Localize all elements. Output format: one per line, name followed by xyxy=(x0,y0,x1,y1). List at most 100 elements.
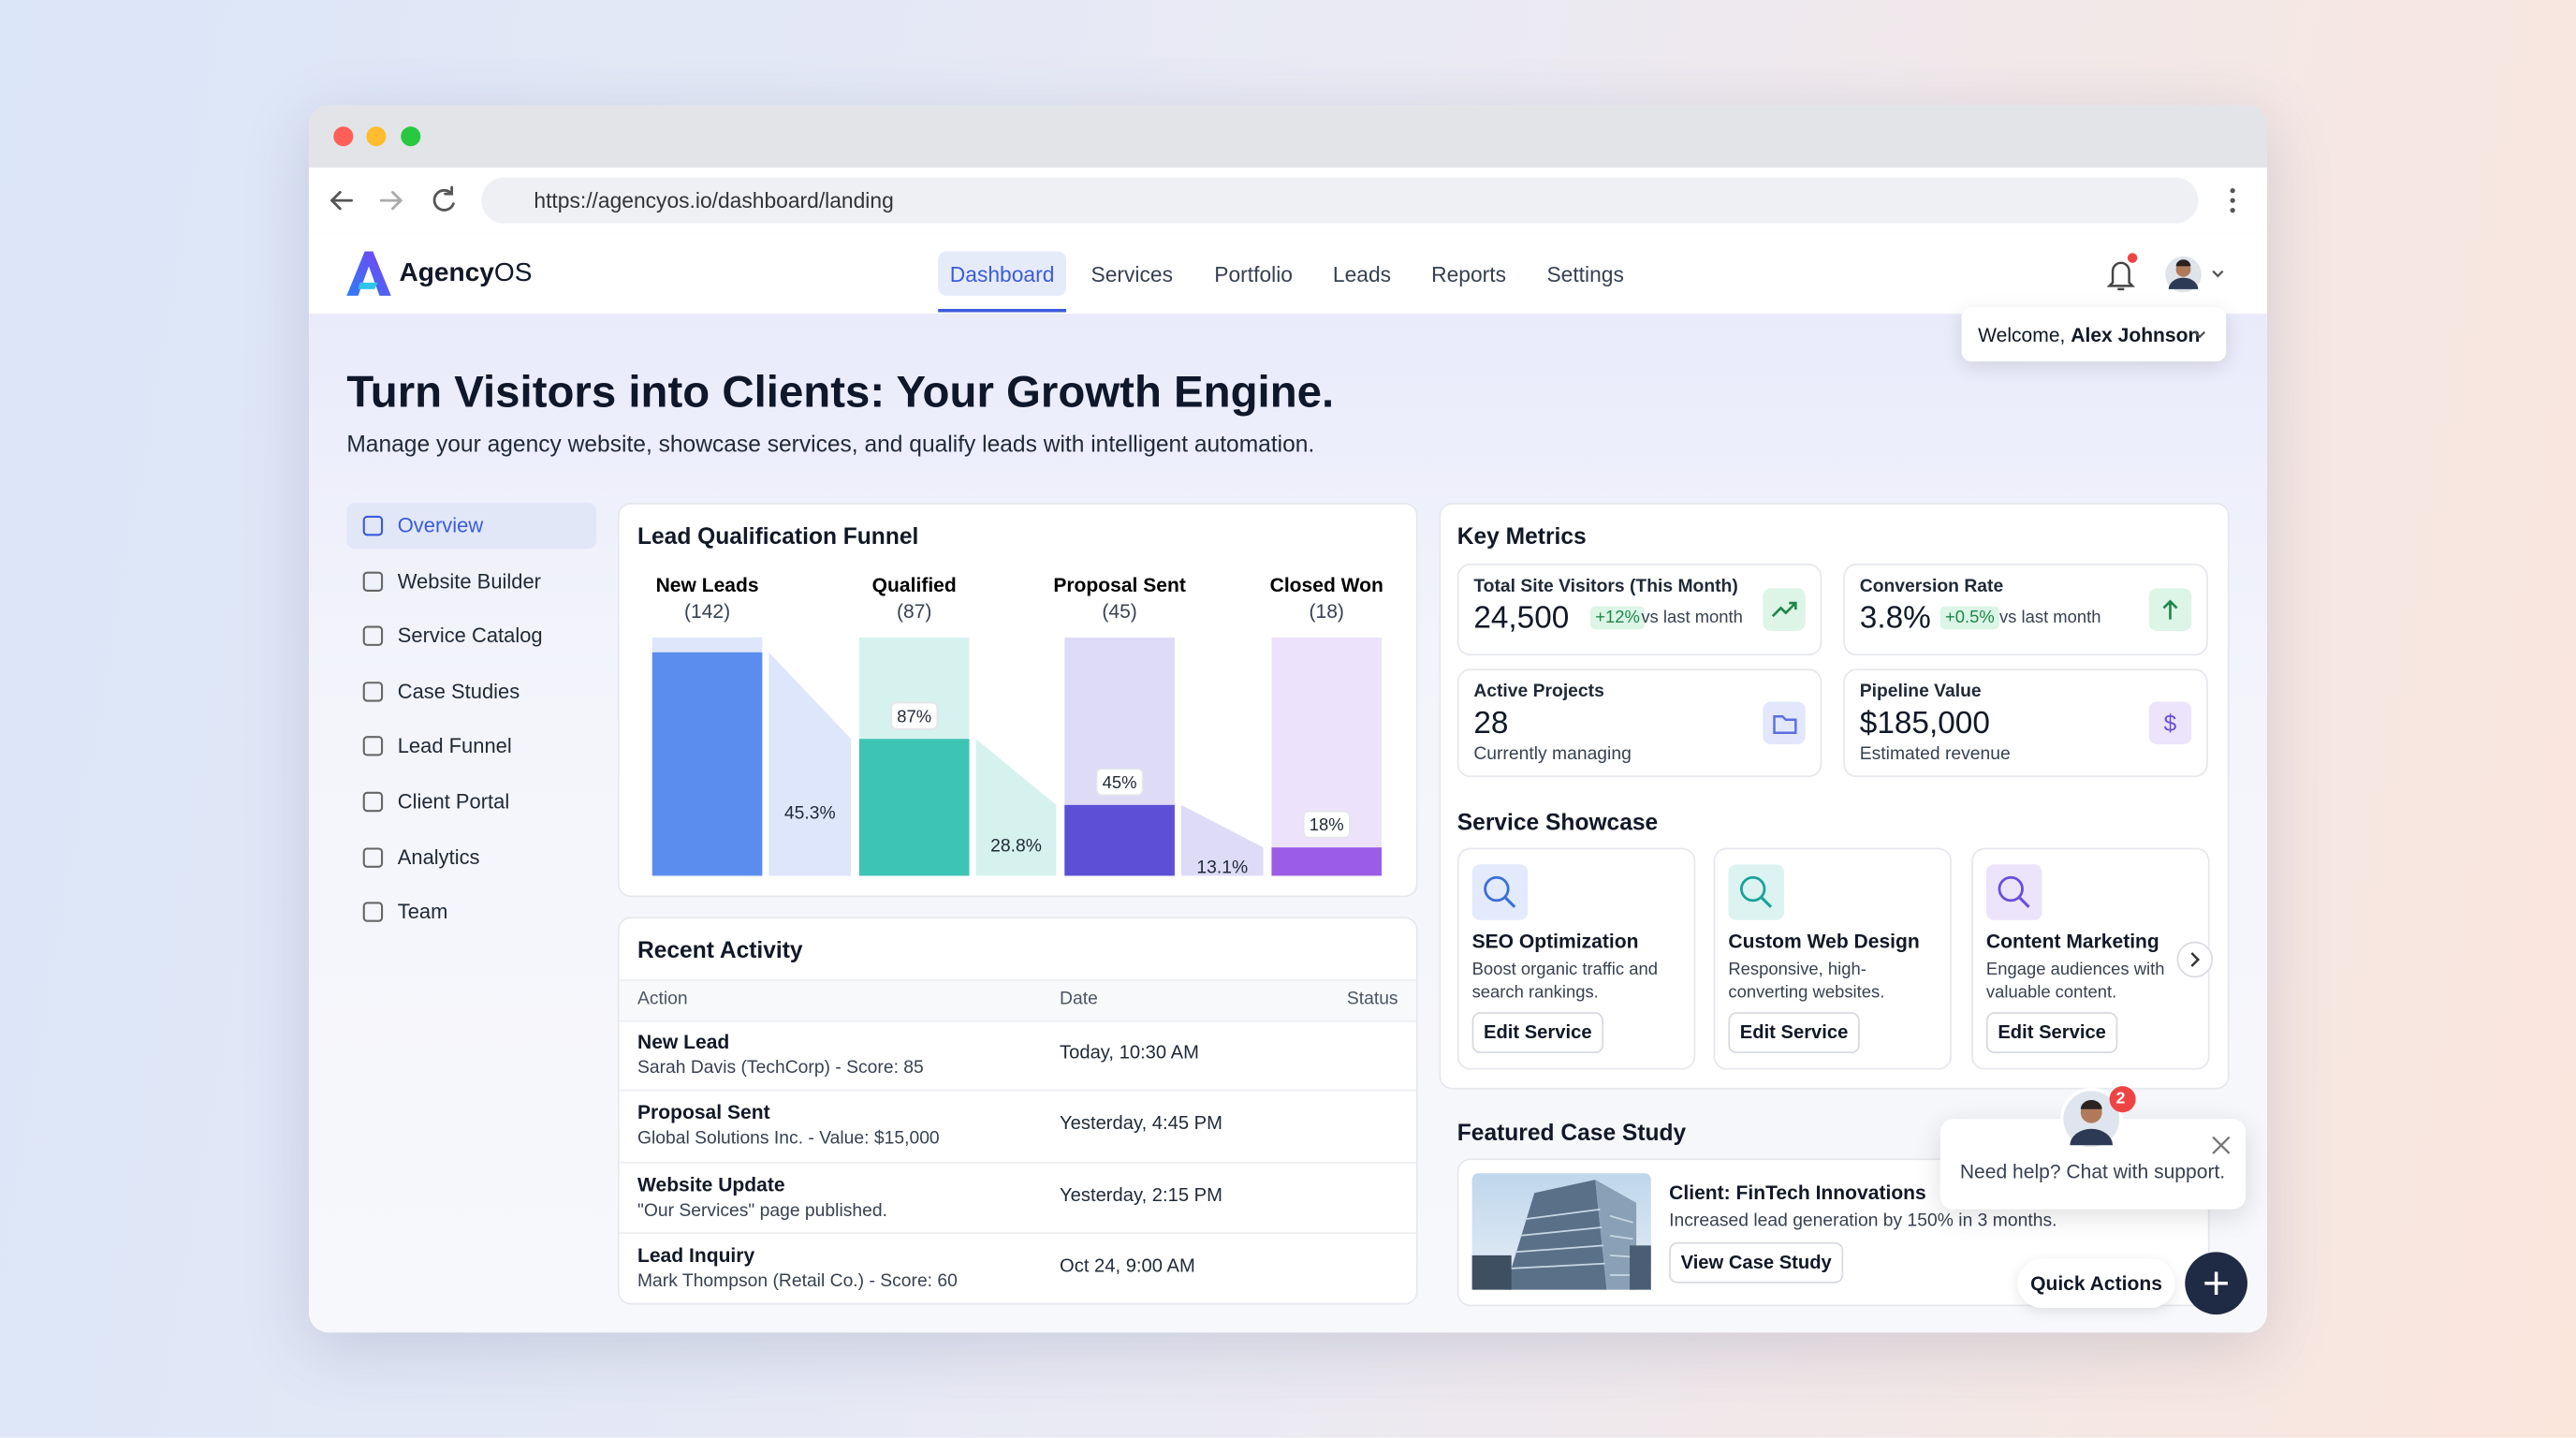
metric-icon xyxy=(1763,588,1806,631)
funnel-rate-label: 45% xyxy=(1103,772,1137,792)
sidebar-item[interactable]: Service Catalog xyxy=(397,624,543,648)
funnel-stage-count: (142) xyxy=(684,601,730,623)
menu-button[interactable] xyxy=(2230,187,2235,213)
metric-card xyxy=(1456,668,1822,778)
service-desc: Responsive, high-converting websites. xyxy=(1728,959,1885,1003)
welcome-text: Welcome, Alex Johnson xyxy=(1978,324,2200,347)
sidebar-item[interactable]: Case Studies xyxy=(397,680,520,703)
funnel-rate-badge xyxy=(1095,768,1144,797)
metric-card xyxy=(1843,563,2208,656)
funnel-title: Lead Qualification Funnel xyxy=(637,522,919,550)
notification-dot xyxy=(2127,253,2138,263)
sidebar-item[interactable]: Analytics xyxy=(397,845,480,869)
funnel-stage-name: New Leads xyxy=(656,575,759,596)
service-icon xyxy=(1728,864,1785,920)
notification-bell[interactable] xyxy=(2106,261,2136,291)
activity-action: New Lead xyxy=(637,1030,730,1054)
activity-date: Yesterday, 4:45 PM xyxy=(1060,1114,1222,1135)
hero-title: Turn Visitors into Clients: Your Growth … xyxy=(346,367,1335,417)
activity-detail: Mark Thompson (Retail Co.) - Score: 60 xyxy=(637,1271,958,1292)
services-title: Service Showcase xyxy=(1456,808,1659,835)
back-button[interactable] xyxy=(329,190,353,211)
metric-label: Total Site Visitors (This Month) xyxy=(1473,577,1738,597)
user-menu-chevron[interactable] xyxy=(2212,270,2224,278)
activity-date: Today, 10:30 AM xyxy=(1060,1043,1199,1064)
brand-name: Agency xyxy=(399,259,494,288)
close-dot[interactable] xyxy=(333,126,354,147)
sidebar-icon xyxy=(362,902,384,923)
nav-item[interactable]: Settings xyxy=(1546,261,1624,287)
activity-header-row xyxy=(619,979,1416,1022)
case-study-title: Featured Case Study xyxy=(1456,1119,1687,1146)
reload-button[interactable] xyxy=(432,185,455,212)
metric-card xyxy=(1843,668,2208,778)
sidebar-item[interactable]: Client Portal xyxy=(397,790,510,814)
svg-text:$: $ xyxy=(2164,712,2177,737)
service-button[interactable]: Edit Service xyxy=(1985,1012,2118,1054)
funnel-bar xyxy=(651,652,763,876)
sidebar-item[interactable]: Team xyxy=(397,901,448,924)
column-header: Date xyxy=(1060,989,1098,1009)
sidebar-item[interactable]: Lead Funnel xyxy=(397,735,512,758)
funnel-rate-badge xyxy=(1302,810,1351,839)
nav-item[interactable]: Portfolio xyxy=(1214,261,1294,287)
toolbar-icons xyxy=(329,185,2235,213)
metric-value: 28 xyxy=(1473,706,1509,741)
funnel-bar xyxy=(1064,804,1175,876)
chat-text: Need help? Chat with support. xyxy=(1959,1160,2226,1183)
welcome-dropdown[interactable] xyxy=(1961,307,2227,362)
funnel-stage-count: (87) xyxy=(897,601,931,623)
metric-note: Estimated revenue xyxy=(1859,744,2011,765)
url-text[interactable]: https://agencyos.io/dashboard/landing xyxy=(534,187,894,213)
services-next[interactable] xyxy=(2175,940,2215,979)
quick-actions-button[interactable] xyxy=(2184,1251,2249,1316)
metrics-title: Key Metrics xyxy=(1456,522,1587,550)
welcome-label: Welcome, xyxy=(1978,323,2066,347)
brand[interactable]: AgencyOS xyxy=(399,259,532,289)
maximize-dot[interactable] xyxy=(401,126,421,147)
activity-date: Oct 24, 9:00 AM xyxy=(1060,1256,1195,1278)
case-study-client: Client: FinTech Innovations xyxy=(1669,1181,1926,1205)
nav-underline xyxy=(938,308,1067,313)
metric-value: $185,000 xyxy=(1859,706,1990,741)
funnel-bar xyxy=(1271,847,1383,876)
nav-item[interactable]: Leads xyxy=(1332,261,1392,287)
service-button[interactable]: Edit Service xyxy=(1728,1012,1860,1054)
funnel-stage-count: (45) xyxy=(1102,601,1136,623)
activity-action: Proposal Sent xyxy=(637,1101,770,1125)
nav-item[interactable]: Reports xyxy=(1431,261,1507,287)
funnel-connector xyxy=(1180,804,1264,876)
hero-subtitle: Manage your agency website, showcase ser… xyxy=(346,430,1315,457)
nav-item[interactable]: Dashboard xyxy=(949,261,1055,287)
case-study-desc: Increased lead generation by 150% in 3 m… xyxy=(1669,1211,2057,1231)
chat-close[interactable] xyxy=(2211,1136,2231,1155)
funnel-stage-count: (18) xyxy=(1310,601,1344,623)
metric-change: +12% xyxy=(1589,606,1646,630)
minimize-dot[interactable] xyxy=(366,126,387,147)
logo[interactable] xyxy=(345,250,395,300)
nav-item[interactable]: Services xyxy=(1090,261,1174,287)
sidebar-item[interactable]: Overview xyxy=(397,514,484,537)
row-divider xyxy=(619,1161,1416,1164)
activity-detail: "Our Services" page published. xyxy=(637,1200,887,1221)
metric-change: +0.5% xyxy=(1939,606,2000,630)
funnel-bar xyxy=(858,739,970,876)
activity-title: Recent Activity xyxy=(637,936,803,963)
brand-suffix: OS xyxy=(493,259,533,288)
activity-detail: Global Solutions Inc. - Value: $15,000 xyxy=(637,1129,940,1150)
funnel-connector xyxy=(975,739,1057,876)
sidebar-icon xyxy=(362,515,384,536)
funnel-rate-badge xyxy=(890,701,939,730)
user-name: Alex Johnson xyxy=(2071,323,2201,347)
quick-actions-label[interactable]: Quick Actions xyxy=(2017,1258,2175,1309)
service-icon xyxy=(1471,864,1529,920)
url-bar[interactable] xyxy=(481,177,2199,224)
activity-action: Lead Inquiry xyxy=(637,1243,755,1268)
service-button[interactable]: Edit Service xyxy=(1471,1012,1603,1054)
title-bar xyxy=(308,105,2268,169)
welcome-chevron xyxy=(2194,330,2206,339)
forward-button[interactable] xyxy=(379,190,403,211)
chat-badge: 2 xyxy=(2115,1090,2126,1108)
case-study-button[interactable]: View Case Study xyxy=(1669,1241,1844,1284)
sidebar-item[interactable]: Website Builder xyxy=(397,569,541,593)
